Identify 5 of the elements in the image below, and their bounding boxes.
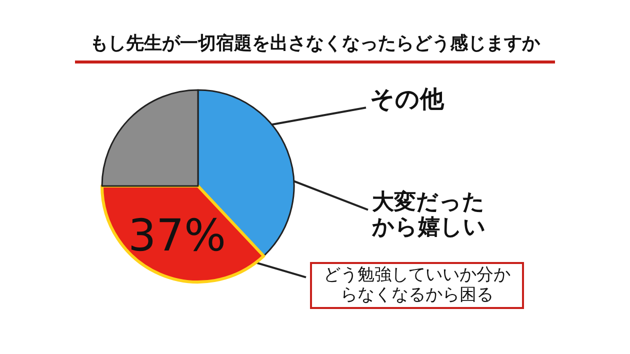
slice-label: その他 bbox=[370, 85, 446, 114]
slice-label: どう勉強していいか分からなくなるから困る bbox=[310, 262, 524, 310]
data-label: 37% bbox=[128, 210, 226, 262]
slice-label: 大変だったから嬉しい bbox=[372, 190, 487, 241]
chart-title: もし先生が一切宿題を出さなくなったらどう感じますか bbox=[89, 33, 541, 55]
